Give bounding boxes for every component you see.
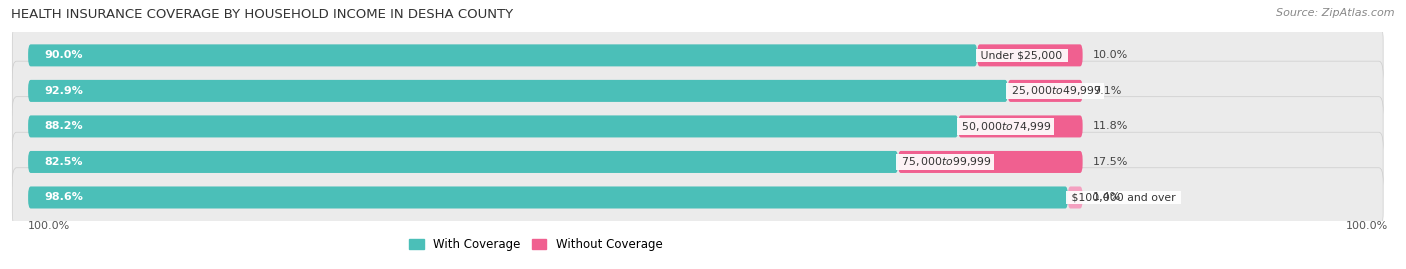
Text: Under $25,000: Under $25,000 — [977, 50, 1066, 60]
FancyBboxPatch shape — [13, 132, 1384, 192]
FancyBboxPatch shape — [28, 44, 977, 66]
FancyBboxPatch shape — [13, 168, 1384, 227]
Text: Source: ZipAtlas.com: Source: ZipAtlas.com — [1277, 8, 1395, 18]
Text: 17.5%: 17.5% — [1094, 157, 1129, 167]
FancyBboxPatch shape — [13, 97, 1384, 156]
Legend: With Coverage, Without Coverage: With Coverage, Without Coverage — [405, 234, 668, 256]
Text: 100.0%: 100.0% — [1346, 221, 1389, 231]
Text: 11.8%: 11.8% — [1094, 121, 1129, 132]
FancyBboxPatch shape — [13, 26, 1384, 85]
FancyBboxPatch shape — [898, 151, 1083, 173]
FancyBboxPatch shape — [1067, 186, 1083, 208]
Text: 88.2%: 88.2% — [44, 121, 83, 132]
FancyBboxPatch shape — [1008, 80, 1083, 102]
Text: 98.6%: 98.6% — [44, 193, 83, 203]
Text: 1.4%: 1.4% — [1094, 193, 1122, 203]
Text: 10.0%: 10.0% — [1094, 50, 1129, 60]
Text: $75,000 to $99,999: $75,000 to $99,999 — [898, 155, 993, 168]
Text: $100,000 and over: $100,000 and over — [1067, 193, 1180, 203]
FancyBboxPatch shape — [977, 44, 1083, 66]
FancyBboxPatch shape — [28, 80, 1008, 102]
Text: HEALTH INSURANCE COVERAGE BY HOUSEHOLD INCOME IN DESHA COUNTY: HEALTH INSURANCE COVERAGE BY HOUSEHOLD I… — [11, 8, 513, 21]
FancyBboxPatch shape — [28, 186, 1067, 208]
Text: 100.0%: 100.0% — [28, 221, 70, 231]
FancyBboxPatch shape — [28, 115, 959, 137]
FancyBboxPatch shape — [959, 115, 1083, 137]
Text: 92.9%: 92.9% — [44, 86, 83, 96]
Text: $25,000 to $49,999: $25,000 to $49,999 — [1008, 84, 1102, 97]
FancyBboxPatch shape — [13, 61, 1384, 121]
FancyBboxPatch shape — [28, 151, 898, 173]
Text: 7.1%: 7.1% — [1094, 86, 1122, 96]
Text: 82.5%: 82.5% — [44, 157, 83, 167]
Text: $50,000 to $74,999: $50,000 to $74,999 — [959, 120, 1053, 133]
Text: 90.0%: 90.0% — [44, 50, 83, 60]
